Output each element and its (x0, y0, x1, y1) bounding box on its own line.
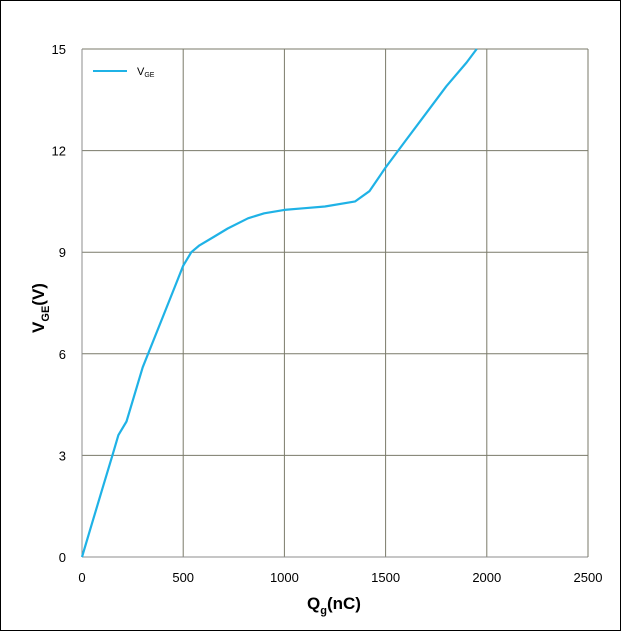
x-tick-labels: 0 500 1000 1500 2000 2500 (78, 570, 602, 585)
y-axis-title: VGE(V) (29, 283, 52, 333)
y-tick-label: 3 (59, 448, 66, 463)
x-tick-label: 1500 (371, 570, 400, 585)
legend: VGE (93, 66, 155, 79)
y-tick-label: 12 (52, 144, 66, 159)
legend-label: VGE (137, 66, 155, 79)
x-axis-title: Qg(nC) (307, 594, 361, 617)
y-tick-label: 6 (59, 347, 66, 362)
y-tick-label: 9 (59, 245, 66, 260)
x-tick-label: 500 (172, 570, 194, 585)
plot-area-border (81, 49, 589, 558)
y-tick-labels: 0 3 6 9 12 15 (52, 42, 66, 565)
series-line-vge (80, 48, 478, 558)
series-lines (80, 48, 478, 558)
x-tick-label: 1000 (270, 570, 299, 585)
x-tick-label: 2500 (574, 570, 603, 585)
y-tick-label: 0 (59, 550, 66, 565)
x-tick-label: 0 (78, 570, 85, 585)
x-tick-label: 2000 (472, 570, 501, 585)
grid-lines (82, 48, 588, 557)
y-tick-label: 15 (52, 42, 66, 57)
